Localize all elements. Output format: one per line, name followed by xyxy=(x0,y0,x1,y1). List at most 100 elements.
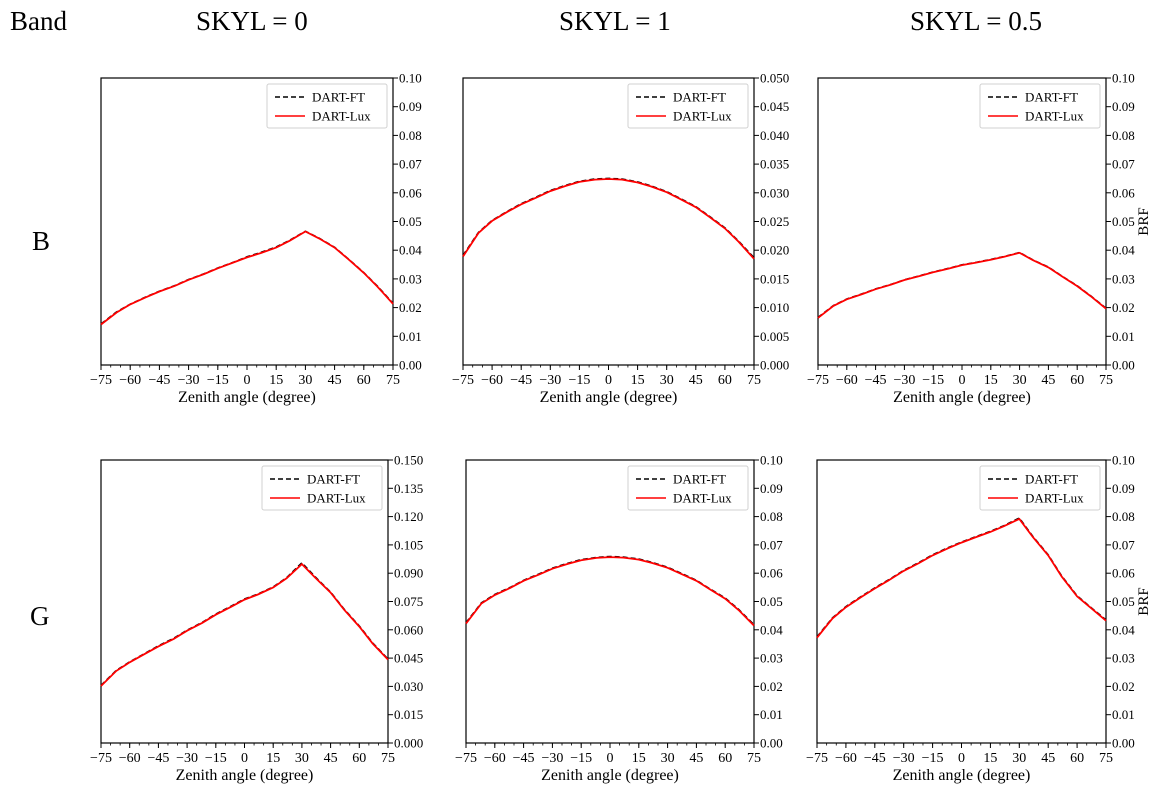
x-tick-label: −45 xyxy=(513,751,535,766)
x-tick-label: 15 xyxy=(631,373,645,388)
y-tick-label: 0.09 xyxy=(399,99,422,114)
y-tick-label: 0.04 xyxy=(760,622,783,637)
x-tick-label: 75 xyxy=(747,373,761,388)
x-tick-label: −30 xyxy=(893,751,915,766)
y-tick-label: 0.00 xyxy=(399,358,422,373)
chart-panel-1: −75 −60 −45 −30 −15 0 15 30 45 60 750.000 0.005 0.01… xyxy=(452,71,789,407)
y-tick-label: 0.08 xyxy=(1112,509,1135,524)
series-line-dart-lux xyxy=(465,556,755,627)
legend-box xyxy=(979,83,1101,129)
x-axis-label: Zenith angle (degree) xyxy=(178,389,316,406)
y-tick-label: 0.10 xyxy=(399,71,422,86)
y-tick-label: 0.02 xyxy=(399,300,422,315)
x-tick-label: 75 xyxy=(386,373,400,388)
x-axis-label: Zenith angle (degree) xyxy=(540,389,678,406)
x-tick-label: −75 xyxy=(90,373,112,388)
y-tick-label: 0.005 xyxy=(760,329,789,344)
x-tick-label: −15 xyxy=(570,751,592,766)
y-tick-label: 0.050 xyxy=(760,71,789,86)
x-tick-label: 45 xyxy=(689,751,703,766)
x-tick-label: 30 xyxy=(295,751,309,766)
legend-box xyxy=(266,83,388,129)
x-tick-label: 60 xyxy=(718,373,732,388)
x-tick-label: −15 xyxy=(207,373,229,388)
y-tick-label: 0.030 xyxy=(394,679,423,694)
y-axis-label: BRF xyxy=(1136,587,1152,615)
x-axis-label: Zenith angle (degree) xyxy=(893,389,1031,406)
column-header-skyl-1: SKYL = 1 xyxy=(559,6,671,36)
x-tick-label: 15 xyxy=(984,373,998,388)
y-tick-label: 0.04 xyxy=(1112,243,1135,258)
y-tick-label: 0.02 xyxy=(760,679,783,694)
legend-label: DART-Lux xyxy=(307,491,366,506)
y-tick-label: 0.01 xyxy=(760,707,783,722)
x-tick-label: −15 xyxy=(922,373,944,388)
y-axis-label: BRF xyxy=(1136,207,1152,235)
x-tick-label: 15 xyxy=(983,751,997,766)
y-tick-label: 0.07 xyxy=(760,537,783,552)
y-tick-label: 0.025 xyxy=(760,214,789,229)
y-tick-label: 0.015 xyxy=(394,707,423,722)
y-tick-label: 0.10 xyxy=(1112,453,1135,468)
x-tick-label: 0 xyxy=(241,751,248,766)
y-tick-label: 0.05 xyxy=(1112,214,1135,229)
y-tick-label: 0.05 xyxy=(1112,594,1135,609)
legend-box xyxy=(627,465,749,511)
x-tick-label: −75 xyxy=(806,751,828,766)
x-tick-label: −30 xyxy=(178,373,200,388)
y-tick-label: 0.000 xyxy=(760,358,789,373)
x-tick-label: 0 xyxy=(959,373,966,388)
x-tick-label: −30 xyxy=(541,751,563,766)
legend-label: DART-FT xyxy=(312,90,365,105)
x-tick-label: −45 xyxy=(865,373,887,388)
x-tick-label: −15 xyxy=(205,751,227,766)
y-tick-label: 0.010 xyxy=(760,300,789,315)
y-tick-label: 0.045 xyxy=(394,651,423,666)
x-tick-label: 75 xyxy=(1099,751,1113,766)
y-tick-label: 0.150 xyxy=(394,453,423,468)
y-tick-label: 0.08 xyxy=(1112,128,1135,143)
y-tick-label: 0.06 xyxy=(1112,185,1135,200)
legend-box xyxy=(979,465,1101,511)
y-tick-label: 0.01 xyxy=(1112,329,1135,344)
x-tick-label: −75 xyxy=(452,373,474,388)
x-axis-label: Zenith angle (degree) xyxy=(176,767,314,784)
legend-label: DART-Lux xyxy=(1025,491,1084,506)
chart-panel-5: −75 −60 −45 −30 −15 0 15 30 45 60 750.00 0.01 0.02 0.… xyxy=(806,453,1152,785)
y-tick-label: 0.08 xyxy=(760,509,783,524)
x-tick-label: −60 xyxy=(835,751,857,766)
series-line-dart-lux xyxy=(462,178,755,260)
legend-label: DART-FT xyxy=(307,472,360,487)
y-tick-label: 0.00 xyxy=(1112,358,1135,373)
y-tick-label: 0.03 xyxy=(760,651,783,666)
x-tick-label: −75 xyxy=(90,751,112,766)
x-tick-label: 45 xyxy=(1041,751,1055,766)
series-line-dart-lux xyxy=(816,517,1107,639)
x-tick-label: 30 xyxy=(1013,373,1027,388)
series-line-dart-lux xyxy=(100,562,389,687)
y-tick-label: 0.03 xyxy=(399,271,422,286)
y-tick-label: 0.060 xyxy=(394,622,423,637)
y-tick-label: 0.03 xyxy=(1112,271,1135,286)
x-tick-label: 60 xyxy=(1070,373,1084,388)
x-tick-label: 0 xyxy=(607,751,614,766)
y-tick-label: 0.03 xyxy=(1112,651,1135,666)
chart-panel-4: −75 −60 −45 −30 −15 0 15 30 45 60 750.00 0.01 0.02 0.… xyxy=(455,453,783,785)
x-tick-label: 30 xyxy=(661,751,675,766)
x-tick-label: 75 xyxy=(747,751,761,766)
series-line-dart-lux xyxy=(100,230,394,326)
chart-panel-3: −75 −60 −45 −30 −15 0 15 30 45 60 750.000 0.015 0.03… xyxy=(90,453,423,785)
y-tick-label: 0.09 xyxy=(760,481,783,496)
x-axis-label: Zenith angle (degree) xyxy=(541,767,679,784)
y-tick-label: 0.135 xyxy=(394,481,423,496)
series-line-dart-ft xyxy=(100,561,389,687)
row-label-b: B xyxy=(32,226,51,256)
row-label-g: G xyxy=(30,601,50,631)
y-tick-label: 0.02 xyxy=(1112,679,1135,694)
column-header-skyl-0: SKYL = 0 xyxy=(196,6,308,36)
chart-panel-2: −75 −60 −45 −30 −15 0 15 30 45 60 750.00 0.01 0.02 0.… xyxy=(807,71,1152,407)
y-tick-label: 0.04 xyxy=(399,243,422,258)
y-tick-label: 0.01 xyxy=(399,329,422,344)
legend-box xyxy=(261,465,383,511)
y-tick-label: 0.000 xyxy=(394,736,423,751)
